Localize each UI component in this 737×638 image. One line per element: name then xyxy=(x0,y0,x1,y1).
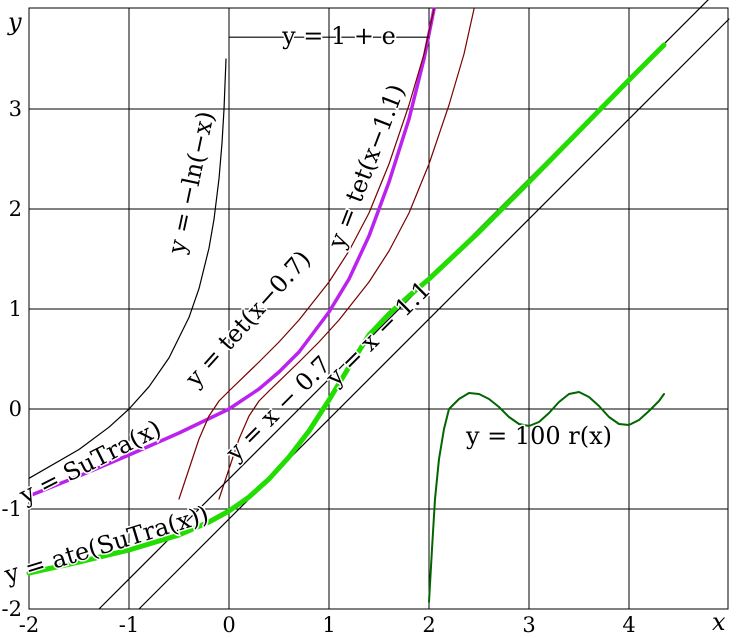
series-annotation: y = 100 r(x) xyxy=(465,422,612,450)
x-tick-label: 2 xyxy=(422,613,435,637)
series-line-1 xyxy=(27,7,436,498)
series-line-2 xyxy=(178,8,435,500)
series-line-6 xyxy=(26,42,667,576)
y-tick-label: 0 xyxy=(9,397,22,421)
x-tick-label: -2 xyxy=(19,613,39,637)
series-line-5 xyxy=(138,18,730,610)
y-tick-label: -1 xyxy=(2,497,22,521)
series-line-7 xyxy=(428,391,665,603)
x-axis-label: x xyxy=(712,608,726,636)
series-group xyxy=(26,0,730,610)
y-axis-label: y xyxy=(7,8,22,36)
x-tick-label: 1 xyxy=(322,613,335,637)
x-tick-label: 3 xyxy=(522,613,535,637)
y-tick-label: 2 xyxy=(9,197,22,221)
series-line-0 xyxy=(28,58,227,479)
series-line-3 xyxy=(218,8,475,500)
x-tick-label: -1 xyxy=(119,613,139,637)
y-tick-label: 1 xyxy=(9,297,22,321)
x-tick-label: 0 xyxy=(222,613,235,637)
grid xyxy=(28,7,729,610)
series-annotation: y = 1 + e xyxy=(281,22,396,50)
y-tick-label: 3 xyxy=(9,97,22,121)
tick-labels: -2 -1 0 1 2 3 4 -2 -1 0 1 2 3 xyxy=(2,97,636,637)
y-tick-label: -2 xyxy=(2,597,22,621)
x-tick-label: 4 xyxy=(622,613,635,637)
plot-frame xyxy=(28,7,729,610)
